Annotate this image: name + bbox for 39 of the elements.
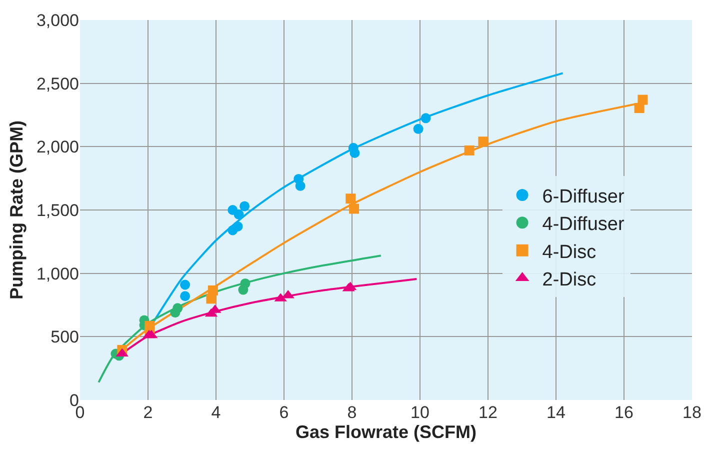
y-tick-label: 500 [50, 328, 79, 347]
point [295, 180, 306, 191]
point [234, 209, 244, 220]
point [478, 136, 488, 147]
point [206, 294, 216, 304]
point [464, 145, 474, 156]
x-tick-label: 2 [143, 403, 153, 422]
x-tick-label: 6 [279, 403, 289, 422]
point [180, 291, 190, 302]
x-axis-title: Gas Flowrate (SCFM) [295, 422, 477, 442]
point [350, 148, 360, 158]
y-tick-label: 1,000 [36, 264, 79, 284]
point [170, 308, 180, 318]
y-tick-label: 3,000 [36, 10, 79, 30]
point [420, 113, 431, 124]
y-tick-label: 1,500 [36, 200, 79, 220]
x-tick-label: 12 [478, 403, 498, 422]
x-tick-label: 8 [347, 403, 357, 422]
x-tick-label: 18 [682, 403, 702, 422]
x-tick-label: 14 [546, 403, 566, 422]
point [180, 280, 190, 290]
x-tick-label: 16 [614, 403, 634, 422]
y-axis-title: Pumping Rate (GPM) [6, 120, 27, 300]
x-tick-label: 10 [410, 403, 430, 422]
legend-label: 4-Disc [542, 242, 596, 263]
line-series [98, 254, 382, 384]
y-tick-label: 2,000 [36, 138, 79, 157]
point [349, 204, 360, 214]
point [413, 124, 424, 134]
point [240, 201, 250, 212]
x-tick-label: 4 [211, 403, 221, 422]
point [346, 194, 356, 204]
point [238, 284, 248, 295]
y-tick-label: 2,500 [36, 74, 79, 94]
legend-label: 4-Diffuser [542, 214, 625, 236]
point [634, 103, 644, 114]
point [232, 221, 243, 232]
legend-label: 6-Diffuser [542, 186, 625, 208]
legend-label: 2-Disc [542, 269, 596, 290]
